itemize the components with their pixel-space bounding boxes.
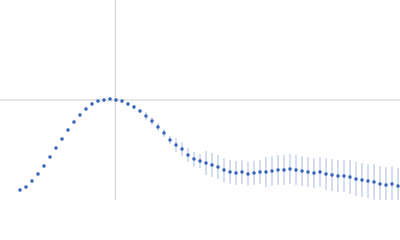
data-point — [372, 180, 376, 184]
data-point — [312, 171, 316, 175]
data-point — [174, 143, 178, 147]
data-point — [276, 168, 280, 172]
data-point — [168, 138, 172, 142]
data-point — [96, 99, 100, 103]
data-point — [114, 98, 118, 102]
data-point — [330, 173, 334, 177]
data-point — [384, 183, 388, 187]
data-point — [222, 168, 226, 172]
data-point — [264, 170, 268, 174]
data-point — [228, 170, 232, 174]
data-point — [90, 102, 94, 106]
data-point — [294, 168, 298, 172]
data-point — [72, 120, 76, 124]
data-point — [150, 119, 154, 123]
chart — [0, 0, 400, 200]
data-point — [210, 163, 214, 167]
data-point — [348, 175, 352, 179]
data-point — [258, 170, 262, 174]
data-point — [144, 114, 148, 118]
data-point — [336, 174, 340, 178]
data-point — [246, 172, 250, 176]
data-point — [162, 131, 166, 135]
data-point — [366, 179, 370, 183]
data-point — [24, 185, 28, 189]
data-point — [132, 105, 136, 109]
page: {"chart_data": {"type": "scatter", "xlim… — [0, 0, 400, 200]
data-point — [84, 107, 88, 111]
data-point — [324, 172, 328, 176]
data-point — [120, 99, 124, 103]
data-point — [318, 170, 322, 174]
data-point — [360, 178, 364, 182]
data-point — [216, 165, 220, 169]
data-point — [102, 98, 106, 102]
data-point — [288, 167, 292, 171]
data-point — [42, 164, 46, 168]
data-point — [108, 97, 112, 101]
data-point — [240, 170, 244, 174]
data-point — [78, 113, 82, 117]
data-point — [156, 125, 160, 129]
data-point — [300, 169, 304, 173]
data-point — [126, 102, 130, 106]
data-point — [270, 169, 274, 173]
data-point — [54, 146, 58, 150]
data-point — [48, 155, 52, 159]
data-point — [282, 168, 286, 172]
data-point — [342, 174, 346, 178]
data-point — [204, 161, 208, 165]
data-point — [354, 177, 358, 181]
data-point — [306, 170, 310, 174]
data-point — [18, 188, 22, 192]
data-point — [66, 128, 70, 132]
data-point — [30, 179, 34, 183]
data-point — [378, 182, 382, 186]
data-point — [192, 157, 196, 161]
data-point — [138, 109, 142, 113]
data-point — [186, 153, 190, 157]
data-point — [252, 171, 256, 175]
data-point — [234, 171, 238, 175]
data-point — [198, 159, 202, 163]
data-point — [180, 147, 184, 151]
data-point — [36, 172, 40, 176]
data-point — [390, 182, 394, 186]
data-point — [60, 137, 64, 141]
data-point — [396, 184, 400, 188]
